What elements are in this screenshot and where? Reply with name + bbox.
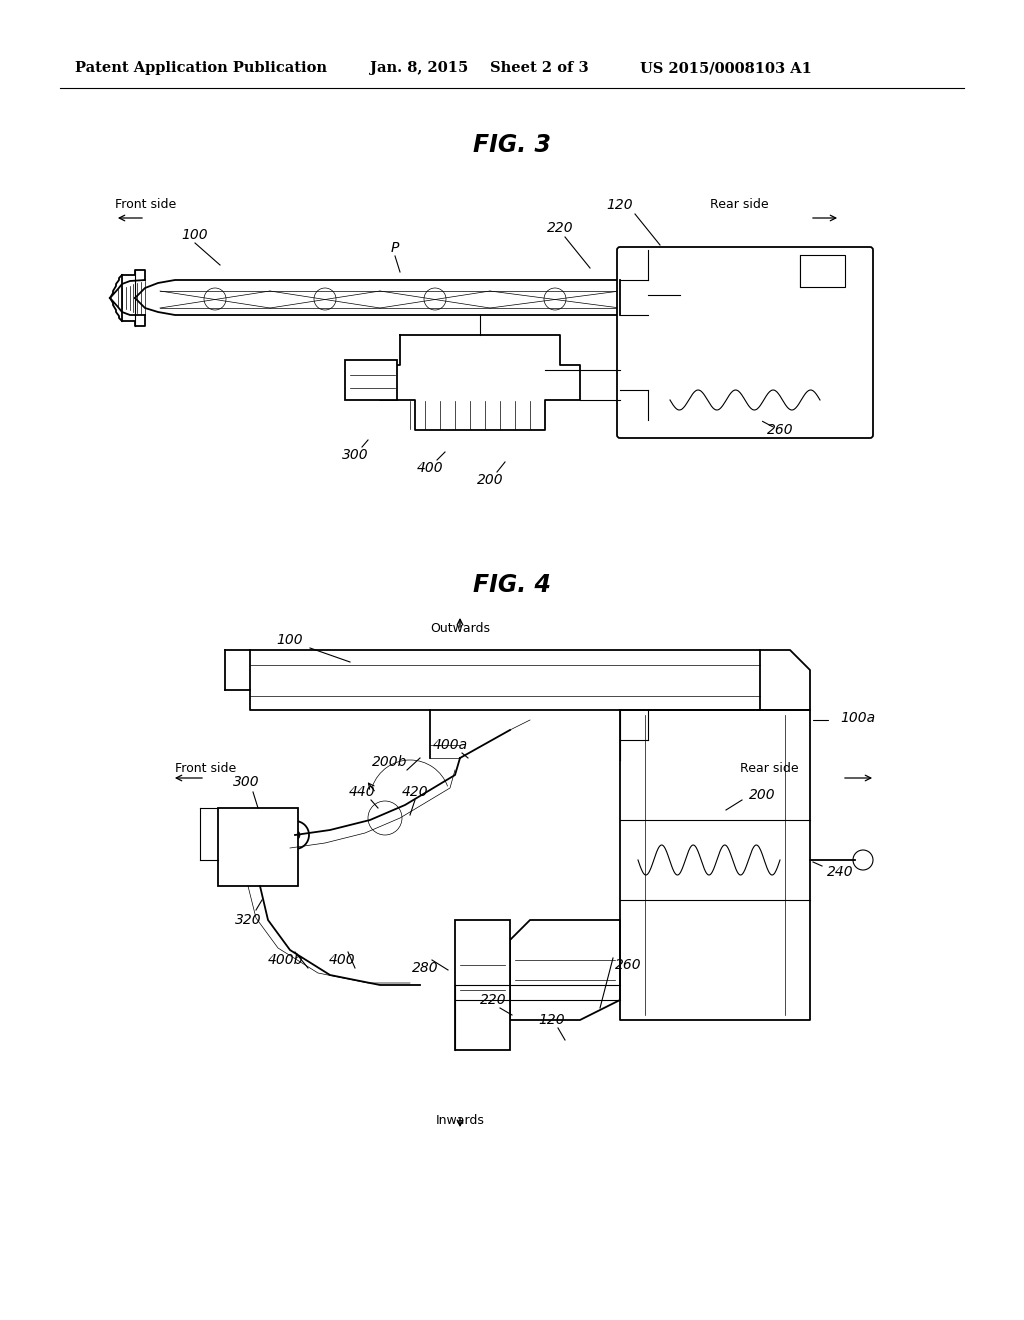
Bar	[345, 360, 397, 400]
Text: 220: 220	[547, 220, 573, 235]
Text: 320: 320	[234, 913, 261, 927]
Bar	[218, 808, 298, 886]
Text: 260: 260	[767, 422, 794, 437]
Text: 400a: 400a	[432, 738, 468, 752]
Text: 220: 220	[479, 993, 506, 1007]
Text: P: P	[391, 242, 399, 255]
Circle shape	[290, 830, 300, 840]
Bar	[455, 920, 510, 1049]
Text: Jan. 8, 2015: Jan. 8, 2015	[370, 61, 468, 75]
Text: 420: 420	[401, 785, 428, 799]
Text: 240: 240	[826, 865, 853, 879]
Text: 120: 120	[539, 1012, 565, 1027]
Text: Rear side: Rear side	[740, 762, 799, 775]
Text: FIG. 4: FIG. 4	[473, 573, 551, 597]
Text: US 2015/0008103 A1: US 2015/0008103 A1	[640, 61, 812, 75]
Text: 200: 200	[477, 473, 504, 487]
Text: 100: 100	[276, 634, 303, 647]
Text: 260: 260	[614, 958, 641, 972]
Text: 120: 120	[606, 198, 633, 213]
Text: 100a: 100a	[841, 711, 876, 725]
Text: 400: 400	[329, 953, 355, 968]
Text: Sheet 2 of 3: Sheet 2 of 3	[490, 61, 589, 75]
Text: 280: 280	[412, 961, 438, 975]
Text: 200: 200	[749, 788, 775, 803]
Text: Patent Application Publication: Patent Application Publication	[75, 61, 327, 75]
Text: 300: 300	[342, 447, 369, 462]
Text: 100: 100	[181, 228, 208, 242]
Text: 300: 300	[232, 775, 259, 789]
Text: 440: 440	[349, 785, 376, 799]
Text: Inwards: Inwards	[435, 1114, 484, 1126]
Text: Rear side: Rear side	[710, 198, 769, 211]
Text: 400b: 400b	[267, 953, 303, 968]
Text: 400: 400	[417, 461, 443, 475]
Text: 200b: 200b	[373, 755, 408, 770]
Text: FIG. 3: FIG. 3	[473, 133, 551, 157]
Text: Front side: Front side	[175, 762, 237, 775]
Bar	[800, 255, 845, 286]
Text: Front side: Front side	[115, 198, 176, 211]
FancyBboxPatch shape	[617, 247, 873, 438]
Text: Outwards: Outwards	[430, 622, 490, 635]
